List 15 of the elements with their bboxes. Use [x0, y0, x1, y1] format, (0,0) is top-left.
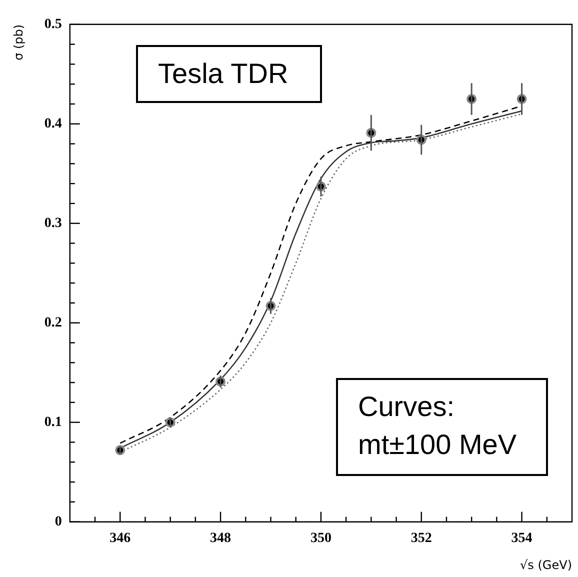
x-tick-label: 350 — [310, 530, 332, 546]
x-tick-label: 348 — [210, 530, 232, 546]
x-axis-title: √s (GeV) — [520, 558, 572, 572]
x-tick-label: 346 — [110, 530, 131, 546]
annotation: Curves: mt±100 MeV — [336, 378, 548, 476]
x-tick-label: 352 — [410, 530, 432, 546]
annotation: Tesla TDR — [136, 45, 322, 103]
y-tick-label: 0.3 — [44, 216, 62, 231]
y-tick-label: 0 — [54, 514, 62, 530]
y-tick-label: 0.1 — [44, 414, 62, 430]
y-tick-label: 0.5 — [44, 17, 62, 32]
y-tick-label: 0.2 — [44, 315, 62, 330]
y-axis-title: σ (pb) — [11, 24, 26, 60]
y-tick-label: 0.4 — [44, 116, 62, 132]
x-tick-label: 354 — [511, 530, 532, 546]
